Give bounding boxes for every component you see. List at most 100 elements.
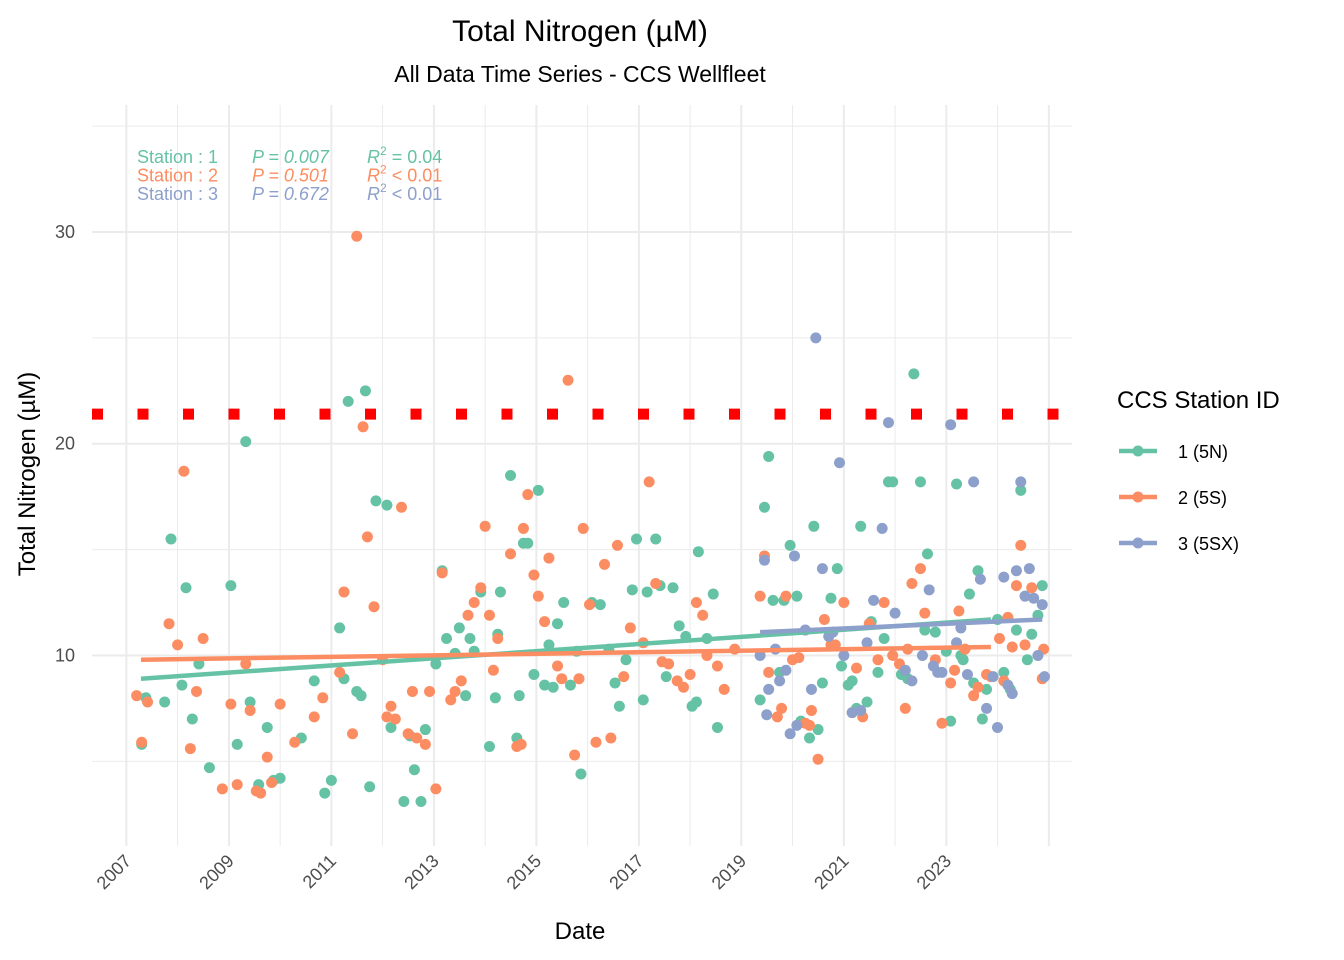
data-point [584, 599, 596, 611]
data-point [641, 586, 653, 598]
data-point [342, 395, 354, 407]
data-point [835, 660, 847, 672]
legend-title: CCS Station ID [1117, 387, 1280, 414]
x-tick-label: 2019 [708, 851, 750, 893]
stats-layer: Station : 1 P = 0.007 R2 = 0.04 Station : 2… [137, 144, 442, 204]
data-point [998, 666, 1010, 678]
legend-label: 2 (5S) [1178, 488, 1227, 508]
data-point [489, 692, 501, 704]
data-point [650, 533, 662, 545]
stat-station-label: Station : 1 [137, 147, 218, 167]
data-point [522, 537, 534, 549]
data-point [987, 671, 999, 683]
data-point [1015, 539, 1027, 551]
data-point [556, 673, 568, 685]
data-point [131, 690, 143, 702]
data-point [838, 649, 850, 661]
data-point [1032, 649, 1044, 661]
data-point [355, 690, 367, 702]
data-point [908, 368, 920, 380]
data-point [389, 713, 401, 725]
data-point [539, 616, 551, 628]
data-point [197, 633, 209, 645]
x-tick-label: 2023 [913, 851, 955, 893]
data-point [889, 607, 901, 619]
data-point [945, 677, 957, 689]
data-point [667, 582, 679, 594]
data-point [872, 666, 884, 678]
data-point [599, 558, 611, 570]
data-point [618, 671, 630, 683]
y-tick-label: 30 [55, 222, 75, 242]
data-point [1023, 563, 1035, 575]
x-tick-label: 2009 [195, 851, 237, 893]
data-point [225, 580, 237, 592]
data-point [334, 622, 346, 634]
data-point [1010, 624, 1022, 636]
data-point [998, 571, 1010, 583]
data-point [855, 705, 867, 717]
x-tick-label: 2015 [503, 851, 545, 893]
stat-r2-value: R2 < 0.01 [367, 181, 442, 204]
data-point [916, 649, 928, 661]
data-point [552, 660, 564, 672]
data-point [203, 762, 215, 774]
data-point [381, 499, 393, 511]
data-point [453, 622, 465, 634]
data-point [231, 738, 243, 750]
data-point [981, 683, 993, 695]
data-point [761, 709, 773, 721]
data-point [513, 690, 525, 702]
data-point [876, 522, 888, 534]
data-point [882, 417, 894, 429]
data-point [455, 675, 467, 687]
data-point [1002, 679, 1014, 691]
data-point [992, 721, 1004, 733]
data-point [808, 520, 820, 532]
data-point [1021, 654, 1033, 666]
data-point [562, 374, 574, 386]
data-point [637, 694, 649, 706]
data-point [424, 685, 436, 697]
data-point [816, 563, 828, 575]
data-point [831, 563, 843, 575]
data-point [351, 230, 363, 242]
data-point [620, 654, 632, 666]
data-point [1019, 639, 1031, 651]
data-point [398, 796, 410, 808]
data-point [816, 677, 828, 689]
data-point [240, 436, 252, 448]
data-point [718, 683, 730, 695]
data-point [818, 613, 830, 625]
data-point [605, 732, 617, 744]
data-point [624, 622, 636, 634]
data-point [359, 385, 371, 397]
legend: CCS Station ID 1 (5N) 2 (5S) 3 (5SX) [1117, 387, 1280, 554]
x-tick-label: 2017 [605, 851, 647, 893]
stat-r2-value: R2 < 0.01 [367, 163, 442, 186]
data-point [697, 609, 709, 621]
data-point [255, 787, 267, 799]
data-point [803, 732, 815, 744]
data-point [430, 658, 442, 670]
data-point [949, 664, 961, 676]
data-point [780, 590, 792, 602]
data-point [419, 724, 431, 736]
data-point [968, 690, 980, 702]
data-point [462, 609, 474, 621]
data-point [411, 732, 423, 744]
data-point [483, 740, 495, 752]
data-point [678, 681, 690, 693]
data-point [758, 501, 770, 513]
data-point [1036, 580, 1048, 592]
data-point [577, 522, 589, 534]
data-point [945, 715, 957, 727]
data-point [805, 705, 817, 717]
data-point [919, 607, 931, 619]
stat-station-label: Station : 2 [137, 166, 218, 186]
data-point [165, 533, 177, 545]
data-point [552, 618, 564, 630]
data-point [936, 666, 948, 678]
data-point [522, 489, 534, 501]
